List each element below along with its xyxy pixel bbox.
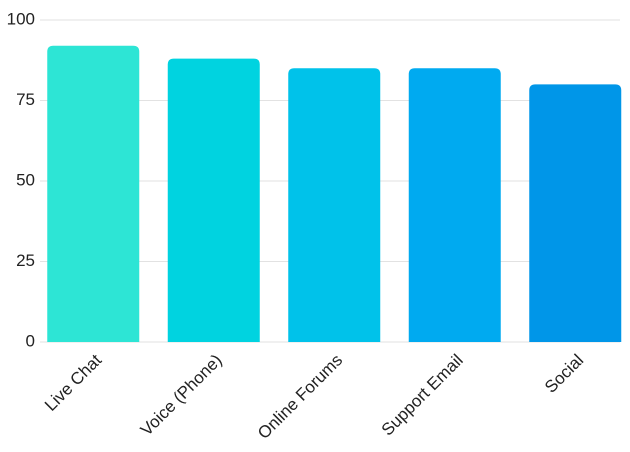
- bar: [529, 84, 622, 343]
- y-tick-label: 100: [7, 9, 35, 28]
- y-tick-label: 25: [16, 251, 35, 270]
- y-tick-label: 75: [16, 90, 35, 109]
- x-tick-label: Live Chat: [41, 350, 105, 414]
- bar: [288, 68, 381, 343]
- bar: [408, 68, 501, 343]
- bar: [167, 58, 260, 342]
- bar: [47, 45, 140, 342]
- x-tick-label: Support Email: [378, 351, 467, 440]
- y-tick-label: 50: [16, 170, 35, 189]
- x-tick-label: Online Forums: [254, 351, 346, 443]
- x-tick-label: Voice (Phone): [137, 351, 226, 440]
- x-tick-label: Social: [541, 351, 587, 397]
- y-tick-label: 0: [26, 331, 35, 350]
